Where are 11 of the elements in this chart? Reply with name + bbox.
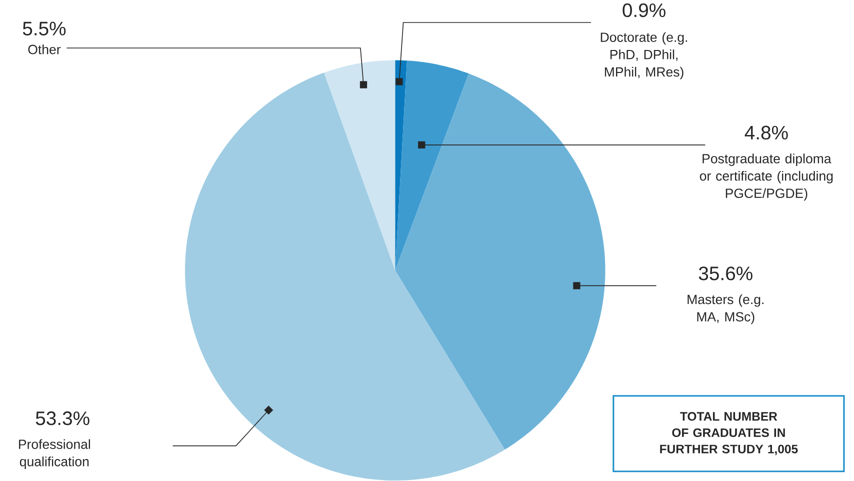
data-label: 53.3% bbox=[36, 412, 90, 426]
slice-label: Postgraduate diploma or certificate (including PGCE/PGDE) bbox=[700, 154, 833, 201]
data-label: 4.8% bbox=[744, 126, 788, 140]
slice-label: Other bbox=[28, 44, 61, 54]
slice-label: Doctorate (e.g. PhD, DPhil, MPhil, MRes) bbox=[600, 32, 688, 80]
data-label: 35.6% bbox=[698, 266, 752, 281]
data-label: 5.5% bbox=[22, 22, 66, 36]
text: TOTAL NUMBER OF GRADUATES IN FURTHER STUDY 1,005 bbox=[660, 412, 798, 456]
data-label: 0.9% bbox=[622, 4, 666, 18]
slice-label: Masters (e.g. MA, MSc) bbox=[688, 294, 764, 324]
slice-label: Professional qualification bbox=[19, 439, 90, 470]
